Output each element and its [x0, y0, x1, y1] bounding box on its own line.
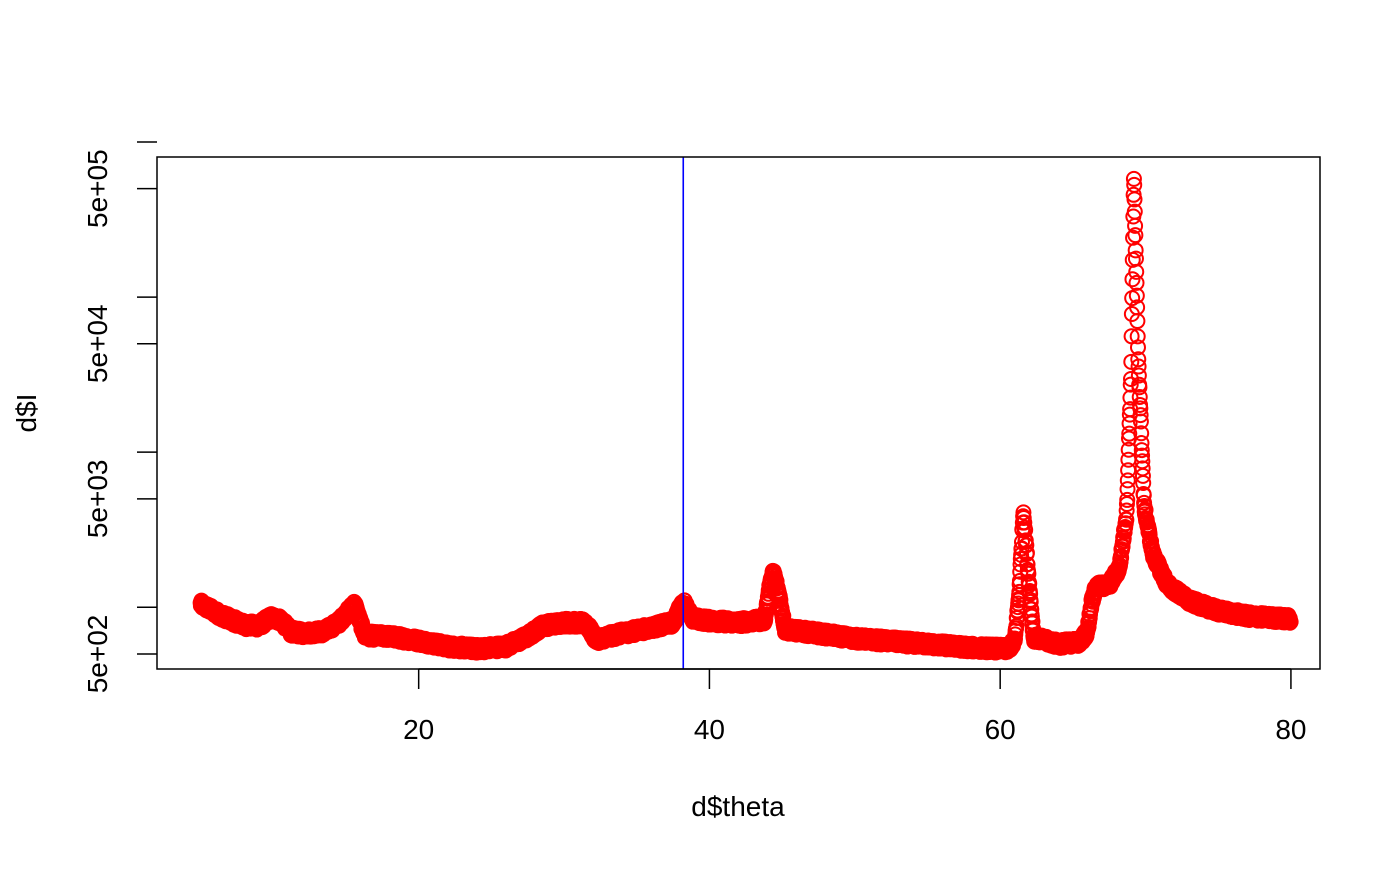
data-point	[1129, 339, 1146, 356]
y-axis-label: d$I	[11, 394, 42, 433]
data-points	[192, 170, 1299, 661]
data-point	[1123, 371, 1140, 388]
data-point	[1282, 613, 1299, 630]
data-point	[1119, 491, 1136, 508]
data-point	[1119, 481, 1136, 498]
data-point	[1113, 549, 1130, 566]
data-point	[1134, 467, 1151, 484]
x-tick-label: 80	[1275, 714, 1306, 745]
data-point	[1132, 407, 1149, 424]
x-axis: 20 40 60 80	[403, 668, 1307, 745]
data-point	[1131, 379, 1148, 396]
data-point	[1128, 287, 1145, 304]
y-tick-label: 5e+03	[82, 460, 113, 539]
data-point	[1118, 502, 1135, 519]
data-point	[1018, 544, 1035, 561]
data-point	[1131, 389, 1148, 406]
y-axis: 5e+02 5e+03 5e+04 5e+05	[82, 141, 157, 694]
x-axis-label: d$theta	[691, 791, 785, 822]
data-point	[1127, 217, 1144, 234]
data-point	[1133, 425, 1150, 442]
data-point	[1129, 313, 1146, 330]
data-point	[1129, 328, 1146, 345]
y-tick-label: 5e+05	[82, 149, 113, 228]
data-point	[1135, 474, 1152, 491]
data-point	[1122, 376, 1139, 393]
data-point	[1134, 447, 1151, 464]
data-point	[1137, 502, 1154, 519]
data-point	[1018, 537, 1035, 554]
y-tick-label: 5e+02	[82, 615, 113, 694]
data-point	[1019, 556, 1036, 573]
data-point	[1130, 367, 1147, 384]
data-point	[1021, 575, 1038, 592]
data-point	[1127, 242, 1144, 259]
data-point	[1119, 472, 1136, 489]
data-point	[1020, 565, 1037, 582]
data-point	[1125, 170, 1142, 187]
data-point	[1130, 351, 1147, 368]
data-point	[1015, 504, 1032, 521]
data-point	[1127, 227, 1144, 244]
x-tick-label: 20	[403, 714, 434, 745]
data-point	[1130, 358, 1147, 375]
data-point	[1121, 425, 1138, 442]
x-tick-label: 40	[694, 714, 725, 745]
data-point	[1118, 511, 1135, 528]
data-point	[1133, 442, 1150, 459]
data-point	[1133, 435, 1150, 452]
data-point	[1017, 521, 1034, 538]
data-point	[1132, 413, 1149, 430]
data-point	[1128, 263, 1145, 280]
data-point	[1124, 271, 1141, 288]
data-point	[1128, 274, 1145, 291]
y-tick-label: 5e+04	[82, 304, 113, 383]
data-point	[1016, 514, 1033, 531]
data-point	[757, 611, 774, 628]
x-tick-label: 60	[985, 714, 1016, 745]
data-point	[1126, 191, 1143, 208]
